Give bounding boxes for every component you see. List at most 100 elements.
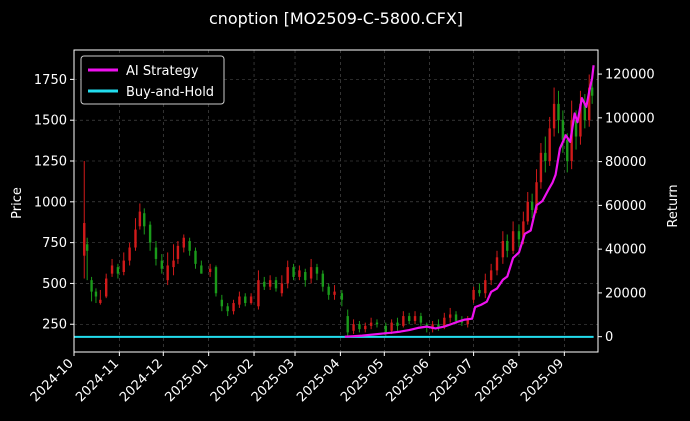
candle-body <box>160 260 164 269</box>
candle-body <box>544 152 547 162</box>
x-tick-label: 2025-03 <box>249 356 298 405</box>
candle-body <box>390 322 393 331</box>
right-tick-label: 20000 <box>605 286 646 301</box>
candle-body <box>138 211 142 227</box>
candle-body <box>200 265 203 274</box>
candle-body <box>292 267 295 277</box>
candle-body <box>249 296 253 304</box>
candle-body <box>472 289 475 300</box>
candle-body <box>484 280 487 294</box>
candle-body <box>208 268 212 273</box>
candle-body <box>561 120 565 140</box>
candle-body <box>94 291 98 297</box>
candle-body <box>304 272 307 281</box>
candle-body <box>511 231 515 251</box>
legend: AI Strategy Buy-and-Hold <box>80 55 225 105</box>
candle-body <box>105 278 108 297</box>
candle-body <box>583 103 587 121</box>
candle-body <box>419 316 423 323</box>
x-tick-label: 2025-01 <box>162 356 211 405</box>
candle-body <box>220 299 224 307</box>
candle-body <box>566 139 569 162</box>
candle-body <box>548 128 551 162</box>
candle-body <box>122 260 125 273</box>
legend-label-buy-and-hold: Buy-and-Hold <box>126 85 214 100</box>
x-tick-label: 2025-06 <box>383 356 432 405</box>
x-tick-label: 2024-11 <box>73 356 122 405</box>
x-tick-label: 2025-05 <box>338 356 387 405</box>
x-tick-label: 2025-02 <box>208 356 257 405</box>
candle-body <box>172 260 175 268</box>
candle-body <box>214 267 218 294</box>
candle-body <box>588 87 591 121</box>
chart-title: cnoption [MO2509-C-5800.CFX] <box>209 9 463 28</box>
left-tick-label: 750 <box>42 236 67 251</box>
y-axis-label-left: Price <box>10 187 25 219</box>
candle-body <box>489 270 493 281</box>
right-tick-label: 0 <box>605 330 613 345</box>
candle-body <box>274 280 278 289</box>
x-tick-label: 2025-07 <box>427 356 476 405</box>
candle-body <box>413 316 417 321</box>
candle-body <box>364 325 367 330</box>
ai-strategy-line <box>344 65 595 338</box>
candle-body <box>346 316 349 333</box>
candle-body <box>375 322 379 325</box>
candle-body <box>226 306 229 312</box>
left-tick-label: 1000 <box>34 195 67 210</box>
candle-body <box>263 281 266 287</box>
candle-body <box>154 247 158 259</box>
y-axis-label-right: Return <box>666 184 681 227</box>
candle-body <box>286 267 289 284</box>
candle-body <box>358 324 361 330</box>
candle-body <box>257 280 260 307</box>
x-tick-label: 2024-10 <box>28 356 77 405</box>
candle-body <box>268 280 272 287</box>
candle-body <box>579 103 582 137</box>
strategy-lines <box>74 65 595 338</box>
candle-body <box>90 280 93 292</box>
left-tick-label: 1750 <box>34 73 67 88</box>
candle-body <box>176 245 180 259</box>
right-tick-label: 40000 <box>605 243 646 258</box>
x-tick-label: 2025-09 <box>518 356 567 405</box>
candle-body <box>143 213 146 227</box>
candle-body <box>315 267 319 274</box>
candle-body <box>116 267 120 274</box>
left-tick-label: 500 <box>42 277 67 292</box>
candle-body <box>244 296 247 304</box>
candle-body <box>535 182 538 210</box>
candle-body <box>182 237 185 248</box>
candle-body <box>517 231 521 240</box>
left-tick-label: 1500 <box>34 114 67 129</box>
candle-body <box>188 240 191 251</box>
candle-body <box>369 322 373 326</box>
x-tick-label: 2024-12 <box>117 356 166 405</box>
candle-body <box>574 120 578 137</box>
candle-body <box>590 87 594 96</box>
candle-body <box>437 324 440 328</box>
candle-body <box>128 247 131 261</box>
candle-body <box>309 267 313 279</box>
legend-label-ai-strategy: AI Strategy <box>126 64 199 79</box>
candle-body <box>539 152 543 183</box>
candle-body <box>570 120 573 162</box>
candle-body <box>526 201 529 222</box>
candle-body <box>506 240 509 251</box>
candle-body <box>83 223 86 256</box>
right-tick-label: 120000 <box>605 68 655 83</box>
candle-body <box>194 250 197 264</box>
candle-body <box>396 322 399 326</box>
candle-body <box>85 244 89 251</box>
x-tick-label: 2025-04 <box>294 356 343 405</box>
candle-body <box>460 320 464 323</box>
candle-body <box>110 265 114 274</box>
candles <box>83 74 594 338</box>
candle-body <box>327 286 330 295</box>
candle-body <box>448 314 452 318</box>
left-tick-label: 250 <box>42 318 67 333</box>
candle-body <box>466 319 469 325</box>
candle-body <box>134 229 137 248</box>
candle-body <box>402 316 405 326</box>
